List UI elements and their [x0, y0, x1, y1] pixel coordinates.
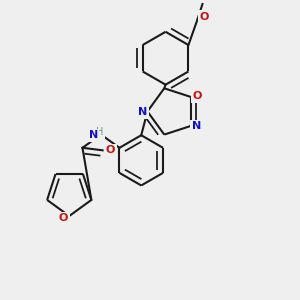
- Text: N: N: [192, 122, 201, 131]
- Text: N: N: [138, 107, 147, 117]
- Text: N: N: [88, 130, 98, 140]
- Text: H: H: [96, 127, 103, 137]
- Text: O: O: [106, 146, 115, 155]
- Text: O: O: [200, 12, 209, 22]
- Text: O: O: [192, 91, 202, 101]
- Text: O: O: [59, 214, 68, 224]
